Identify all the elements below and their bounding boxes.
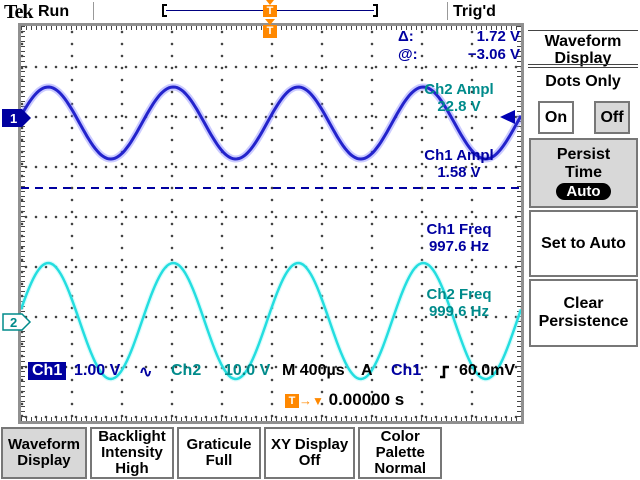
trigger-t-icon: T <box>263 5 277 17</box>
ch1-ampl-measurement: Ch1 Ampl 1.58 V <box>398 147 520 181</box>
record-right-bracket <box>373 4 378 17</box>
bottom-menu-item-graticule[interactable]: Graticule Full <box>176 427 261 479</box>
ch2-waveform <box>21 261 521 381</box>
bottom-menu: Waveform Display Backlight Intensity High Gra… <box>1 427 443 479</box>
acquisition-status: Run <box>38 3 70 20</box>
ch1-marker-label: 1 <box>10 111 17 126</box>
delta-label: Δ: <box>398 28 414 45</box>
side-menu-title-line1: Waveform <box>544 33 622 50</box>
ch2-freq-value: 999.6 Hz <box>428 303 490 320</box>
bottom-menu-item-line: Display <box>17 452 71 469</box>
trigger-triangle-icon <box>266 0 274 5</box>
trigger-source: Ch1 <box>391 362 422 379</box>
topbar-divider <box>93 2 94 20</box>
ch2-scale-label: Ch2 <box>171 362 202 379</box>
graticule-ticks-left <box>21 26 25 421</box>
bottom-menu-item-line: Backlight <box>98 428 166 445</box>
clear-persistence-line2: Persistence <box>538 313 629 330</box>
cursor-delta-readout: Δ: 1.72 V <box>398 28 520 45</box>
trigger-t-icon: T <box>263 25 277 38</box>
record-left-bracket <box>162 4 167 17</box>
ch2-ampl-label: Ch2 Ampl <box>424 81 494 98</box>
bottom-menu-item-line: Waveform <box>8 436 80 453</box>
graticule-ticks-bottom <box>21 417 521 421</box>
at-label: @: <box>398 46 418 63</box>
trigger-triangle-icon <box>265 19 275 25</box>
cursor-at-readout: @: −3.06 V <box>398 46 520 63</box>
topbar-divider <box>447 2 448 20</box>
ch2-scale-value: 10.0 V <box>224 362 271 379</box>
ch1-ampl-label: Ch1 Ampl <box>424 147 494 164</box>
ch1-freq-measurement: Ch1 Freq 997.6 Hz <box>398 221 520 255</box>
dots-only-off-button[interactable]: Off <box>594 101 630 134</box>
ch2-ampl-measurement: Ch2 Ampl 22.8 V <box>398 81 520 115</box>
bottom-menu-item-line: Full <box>205 452 233 469</box>
bottom-menu-item-line: Graticule <box>186 436 252 453</box>
graticule-ticks-right <box>517 26 521 421</box>
clear-persistence-button[interactable]: Clear Persistence <box>529 279 638 347</box>
waveform-canvas <box>21 83 521 382</box>
dots-only-on-button[interactable]: On <box>538 101 574 134</box>
trigger-time-readout: T →▼ 0.00000 s <box>285 390 404 410</box>
set-to-auto-button[interactable]: Set to Auto <box>529 210 638 277</box>
rising-edge-slope-icon <box>440 365 449 379</box>
ch1-scale-badge: Ch1 <box>28 362 67 380</box>
side-menu-title-line2: Display <box>554 50 612 67</box>
ch1-waveform <box>21 85 521 161</box>
bottom-menu-item-line: Palette <box>375 444 425 461</box>
ch1-right-edge-arrow-icon <box>500 110 515 124</box>
tek-logo: Tek <box>4 1 33 23</box>
ch1-freq-value: 997.6 Hz <box>428 238 490 255</box>
side-menu-title-rule <box>528 64 638 68</box>
at-value: −3.06 V <box>467 46 520 63</box>
trigger-time-value: 0.00000 s <box>328 390 405 409</box>
bottom-menu-item-line: High <box>115 460 149 477</box>
bottom-menu-item-line: XY Display <box>270 436 349 453</box>
bottom-menu-item-backlight[interactable]: Backlight Intensity High <box>89 427 174 479</box>
trigger-status: Trig'd <box>453 3 496 20</box>
ac-coupling-icon: ∿ <box>139 364 153 381</box>
trigger-point-marker: T <box>263 19 277 38</box>
ch2-position-marker: 2 <box>2 313 32 331</box>
bottom-menu-item-waveform[interactable]: Waveform Display <box>1 427 87 479</box>
dots-only-label: Dots Only <box>545 73 621 90</box>
ch2-freq-label: Ch2 Freq <box>426 286 492 303</box>
persist-time-button[interactable]: Persist Time Auto <box>529 138 638 208</box>
ch1-ampl-value: 1.58 V <box>437 164 481 181</box>
persist-label-line2: Time <box>564 164 603 181</box>
triangle-down-icon: ▼ <box>312 394 324 408</box>
side-menu-title: Waveform Display <box>528 30 638 67</box>
bottom-menu-item-xy-display[interactable]: XY Display Off <box>263 427 356 479</box>
delta-value: 1.72 V <box>476 28 520 45</box>
clear-persistence-line1: Clear <box>563 295 604 312</box>
arrow-right-icon: → <box>299 393 312 408</box>
bottom-menu-item-line: Normal <box>374 460 427 477</box>
persist-value-pill: Auto <box>556 183 611 200</box>
trigger-level-value: 60.0mV <box>459 362 516 379</box>
trigger-t-icon: T <box>285 393 299 408</box>
trigger-mode-label: A <box>361 362 373 379</box>
ch2-ampl-value: 22.8 V <box>437 98 481 115</box>
bottom-menu-item-line: Intensity <box>101 444 163 461</box>
bottom-menu-item-line: Color <box>380 428 420 445</box>
ch1-position-marker: 1 <box>2 109 31 127</box>
timebase-readout: M 400µs <box>282 362 345 379</box>
bottom-menu-item-color[interactable]: Color Palette Normal <box>358 427 443 479</box>
ch1-freq-label: Ch1 Freq <box>426 221 492 238</box>
persist-label-line1: Persist <box>556 146 611 163</box>
ch2-freq-measurement: Ch2 Freq 999.6 Hz <box>398 286 520 320</box>
set-to-auto-label: Set to Auto <box>541 234 626 252</box>
trigger-position-flag: T <box>263 0 277 17</box>
ch1-scale-value: 1.00 V <box>74 362 121 379</box>
bottom-menu-item-line: Off <box>298 452 321 469</box>
ch2-marker-label: 2 <box>10 315 17 330</box>
